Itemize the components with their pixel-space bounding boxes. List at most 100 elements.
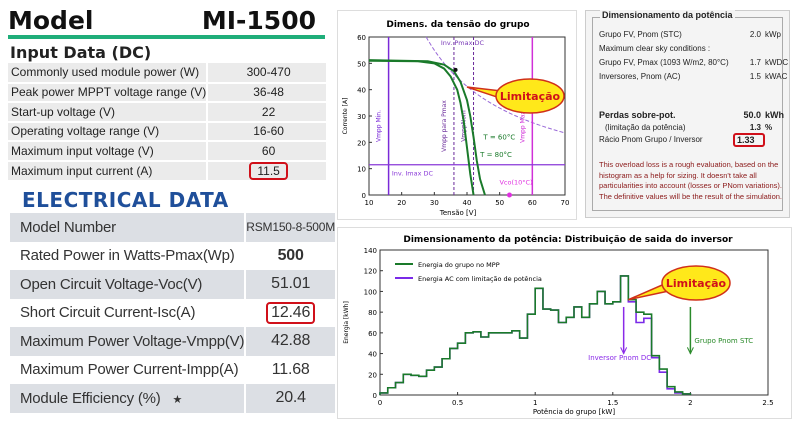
value-text: 300-470: [246, 65, 291, 80]
ratio-row: Rácio Pnom Grupo / Inversor 1.33: [599, 133, 765, 147]
value-text: 20.4: [275, 389, 307, 407]
pmax-label: Inv. Pmax DC: [441, 39, 485, 47]
arrow-head-icon: [686, 347, 694, 355]
row-value: RSM150-8-500M: [244, 213, 336, 242]
power-sizing-box: Dimensionamento da potência Grupo FV, Pn…: [585, 10, 790, 218]
input-row: Operating voltage range (V) 16-60: [8, 121, 326, 142]
x-tick-label: 10: [365, 199, 374, 207]
electrical-row: Short Circuit Current-Isc(A) 12.46: [10, 298, 336, 327]
row-value: 20.4: [244, 384, 336, 413]
y-tick-label: 100: [364, 288, 377, 296]
row-label: Commonly used module power (W): [8, 63, 208, 84]
electrical-row: Rated Power in Watts-Pmax(Wp) 500: [10, 241, 336, 270]
imax-label: Inv. Imax DC: [392, 169, 434, 177]
highlighted-value: 12.46: [266, 301, 316, 324]
callout-bubble: [495, 78, 565, 114]
row-value: 11.68: [244, 355, 336, 384]
power-row: Inversores, Pnom (AC) 1.5 kWAC: [599, 72, 788, 81]
limit-row: (limitação da potência) 1.3%: [605, 123, 773, 132]
iv-curve-label: T = 60°C: [482, 134, 515, 142]
row-label: Open Circuit Voltage-Voc(V): [10, 270, 246, 299]
x-axis-label: Tensão [V]: [439, 209, 477, 217]
y-tick-label: 30: [357, 113, 366, 121]
losses-row: Perdas sobre-pot. 50.0 kWh: [599, 110, 784, 120]
electrical-row: Module Efficiency (%) ★ 20.4: [10, 384, 336, 413]
row-value: 22: [206, 102, 326, 123]
row-label: Module Efficiency (%) ★: [10, 384, 246, 413]
input-row: Peak power MPPT voltage range (V) 36-48: [8, 82, 326, 103]
x-tick-label: 60: [528, 199, 537, 207]
overload-note: This overload loss is a rough evaluation…: [599, 160, 783, 201]
callout-label: Limitação: [500, 90, 561, 103]
y-tick-label: 120: [364, 268, 377, 276]
mpp-point: [453, 67, 458, 72]
x-tick-label: 1: [533, 399, 537, 407]
electrical-row: Model Number RSM150-8-500M: [10, 213, 335, 242]
row-label: Peak power MPPT voltage range (V): [8, 82, 208, 103]
arrow-head-icon: [620, 347, 628, 355]
y-tick-label: 10: [357, 166, 366, 174]
row-value: 16-60: [206, 121, 326, 142]
marker-label: Inversor Pnom DC: [588, 354, 651, 362]
x-axis-label: Potência do grupo [kW]: [533, 408, 615, 416]
x-tick-label: 2.5: [762, 399, 773, 407]
value-text: 36-48: [253, 85, 284, 100]
datasheet-panel: Model MI-1500 Input Data (DC) Commonly us…: [0, 0, 335, 421]
value-text: 60: [261, 143, 276, 158]
row-value: 60: [206, 141, 326, 162]
electrical-data-table: Model Number RSM150-8-500M Rated Power in …: [10, 213, 335, 413]
input-row: Maximum input voltage (V) 60: [8, 141, 326, 162]
value-text: 42.88: [271, 332, 311, 350]
row-label: Maximum Power Current-Impp(A): [10, 355, 246, 384]
legend-label: Energia do grupo no MPP: [418, 261, 500, 269]
y-tick-label: 0: [362, 192, 366, 200]
y-tick-label: 40: [357, 87, 366, 95]
x-tick-label: 2: [688, 399, 692, 407]
model-heading: Model MI-1500: [8, 6, 316, 35]
input-row: Maximum input current (A) 11.5: [8, 160, 326, 182]
value-text: 11.68: [271, 360, 310, 378]
row-label: Operating voltage range (V): [8, 121, 208, 142]
electrical-data-title: ELECTRICAL DATA: [22, 188, 229, 212]
input-data-title: Input Data (DC): [10, 43, 152, 62]
value-text: 22: [261, 104, 276, 119]
y-tick-label: 80: [368, 309, 377, 317]
x-tick-label: 70: [561, 199, 570, 207]
voc-point: [506, 192, 512, 198]
x-tick-label: 1.5: [607, 399, 618, 407]
row-label: Model Number: [10, 213, 246, 242]
star-icon: ★: [172, 393, 183, 406]
highlighted-value: 11.5: [249, 161, 288, 180]
value-text: 500: [277, 246, 304, 264]
value-text: 16-60: [253, 124, 284, 139]
electrical-row: Maximum Power Voltage-Vmpp(V) 42.88: [10, 327, 336, 356]
input-data-table: Commonly used module power (W) 300-470 Pea…: [8, 63, 326, 182]
row-label: Maximum input current (A): [8, 160, 208, 182]
vertical-line-label: Vmpp Max.: [519, 109, 526, 143]
x-tick-label: 40: [463, 199, 472, 207]
y-axis-label: Corrente [A]: [342, 98, 349, 135]
row-value: 42.88: [244, 327, 336, 356]
y-tick-label: 60: [357, 34, 366, 42]
model-value: MI-1500: [201, 6, 316, 35]
row-label: Maximum Power Voltage-Vmpp(V): [10, 327, 246, 356]
row-value: 51.01: [244, 270, 336, 299]
y-tick-label: 40: [368, 351, 377, 359]
power-box-title: Dimensionamento da potência: [600, 10, 735, 20]
chart-title: Dimens. da tensão do grupo: [386, 20, 529, 30]
y-axis-label: Energia [kWh]: [343, 301, 350, 344]
y-tick-label: 60: [368, 330, 377, 338]
voc-label: Vco(10°C): [499, 178, 532, 186]
vertical-line-label: Vmpp Min.: [376, 110, 383, 142]
iv-curve-label: T = 80°C: [479, 151, 512, 159]
iv-curve: [368, 59, 475, 196]
row-value: 500: [244, 241, 336, 270]
marker-label: Grupo Pnom STC: [694, 337, 753, 345]
x-tick-label: 20: [397, 199, 406, 207]
row-value: 12.46: [244, 298, 336, 327]
y-tick-label: 0: [373, 392, 377, 400]
histogram-series: [379, 275, 692, 395]
value-text: RSM150-8-500M: [246, 220, 336, 235]
input-row: Start-up voltage (V) 22: [8, 102, 326, 123]
power-row: Maximum clear sky conditions :: [599, 44, 711, 53]
